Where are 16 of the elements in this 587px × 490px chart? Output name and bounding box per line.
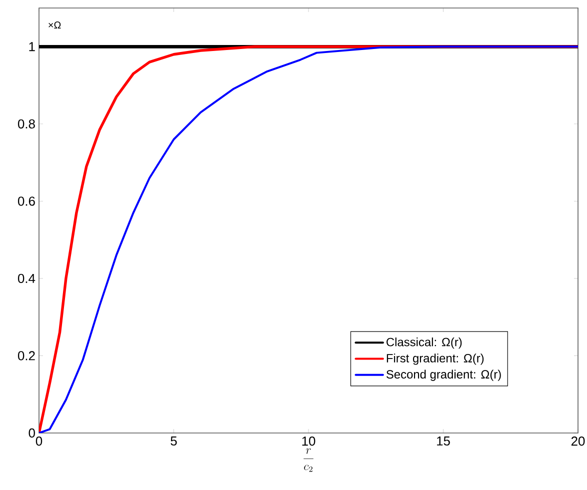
x-tick-label: 15 — [437, 436, 450, 446]
y-tick-label: 0.6 — [18, 196, 35, 206]
x-tick-label: 10 — [302, 436, 316, 446]
y-tick-label: 0 — [28, 428, 35, 438]
legend-label: Classical: Ω(r) — [386, 338, 462, 349]
legend-label: First gradient: Ω(r) — [386, 354, 484, 365]
x-tick-label: 5 — [170, 436, 177, 446]
y-axis-title: ×Ω — [48, 22, 61, 28]
y-tick-label: 0.2 — [18, 351, 35, 360]
x-tick-label: 0 — [36, 436, 42, 446]
x-axis-title: $\frac{r}{c_2}$ — [304, 448, 314, 472]
y-tick-label: 0.4 — [18, 274, 36, 284]
legend-label: Second gradient: Ω(r) — [386, 370, 501, 381]
y-tick-label: 1 — [29, 42, 35, 52]
y-tick-label: 0.8 — [18, 119, 35, 128]
x-tick-label: 20 — [571, 436, 585, 446]
